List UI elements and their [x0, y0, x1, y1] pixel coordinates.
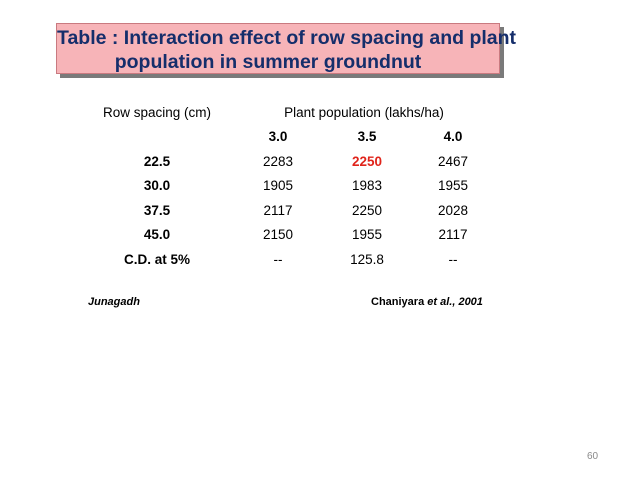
- table-cell: 1983: [351, 178, 383, 194]
- citation: Chaniyara et al., 2001: [371, 296, 483, 308]
- table-cell: 2150: [262, 227, 294, 243]
- row-label-cd: C.D. at 5%: [123, 251, 191, 267]
- citation-etal: et al., 2001: [427, 296, 483, 308]
- table-cell: 2028: [437, 202, 469, 218]
- row-label: 45.0: [143, 227, 171, 243]
- table-row: 45.0 2150 1955 2117: [80, 223, 494, 248]
- header-row-spacing: Row spacing (cm): [102, 104, 212, 120]
- table-row: 30.0 1905 1983 1955: [80, 174, 494, 199]
- subheader-3-5: 3.5: [357, 129, 377, 145]
- title-line-1: Table : Interaction effect of row spacin…: [57, 27, 517, 49]
- highlighted-cell: 2250: [351, 153, 383, 169]
- table-cell: 125.8: [350, 251, 384, 267]
- header-plant-population: Plant population (lakhs/ha): [284, 104, 444, 120]
- table-cell: 1905: [262, 178, 294, 194]
- table-row: 37.5 2117 2250 2028: [80, 198, 494, 223]
- table-cell: --: [273, 251, 283, 267]
- subheader-3-0: 3.0: [268, 129, 288, 145]
- table-cell: 2117: [438, 227, 468, 243]
- location-label: Junagadh: [88, 296, 140, 308]
- subheader-4-0: 4.0: [443, 129, 463, 145]
- row-label: 37.5: [143, 202, 171, 218]
- row-label: 30.0: [143, 178, 171, 194]
- table-header-row: Row spacing (cm) Plant population (lakhs…: [80, 100, 494, 125]
- row-label: 22.5: [143, 153, 171, 169]
- table-subheader-row: 3.0 3.5 4.0: [80, 125, 494, 150]
- table-cell: 2283: [262, 153, 294, 169]
- table-cell: 2117: [263, 202, 293, 218]
- slide-number: 60: [587, 451, 599, 462]
- title-line-2: population in summer groundnut: [114, 51, 422, 73]
- interaction-table: Row spacing (cm) Plant population (lakhs…: [80, 100, 494, 272]
- table-cell: 1955: [437, 178, 469, 194]
- table-cell: --: [448, 251, 458, 267]
- slide-title: Table : Interaction effect of row spacin…: [56, 23, 517, 74]
- table-row-cd: C.D. at 5% -- 125.8 --: [80, 247, 494, 272]
- citation-author: Chaniyara: [371, 296, 425, 308]
- table-cell: 2250: [351, 202, 383, 218]
- table-row: 22.5 2283 2250 2467: [80, 149, 494, 174]
- subheader-empty: [80, 125, 234, 150]
- table-cell: 2467: [437, 153, 469, 169]
- table-cell: 1955: [351, 227, 383, 243]
